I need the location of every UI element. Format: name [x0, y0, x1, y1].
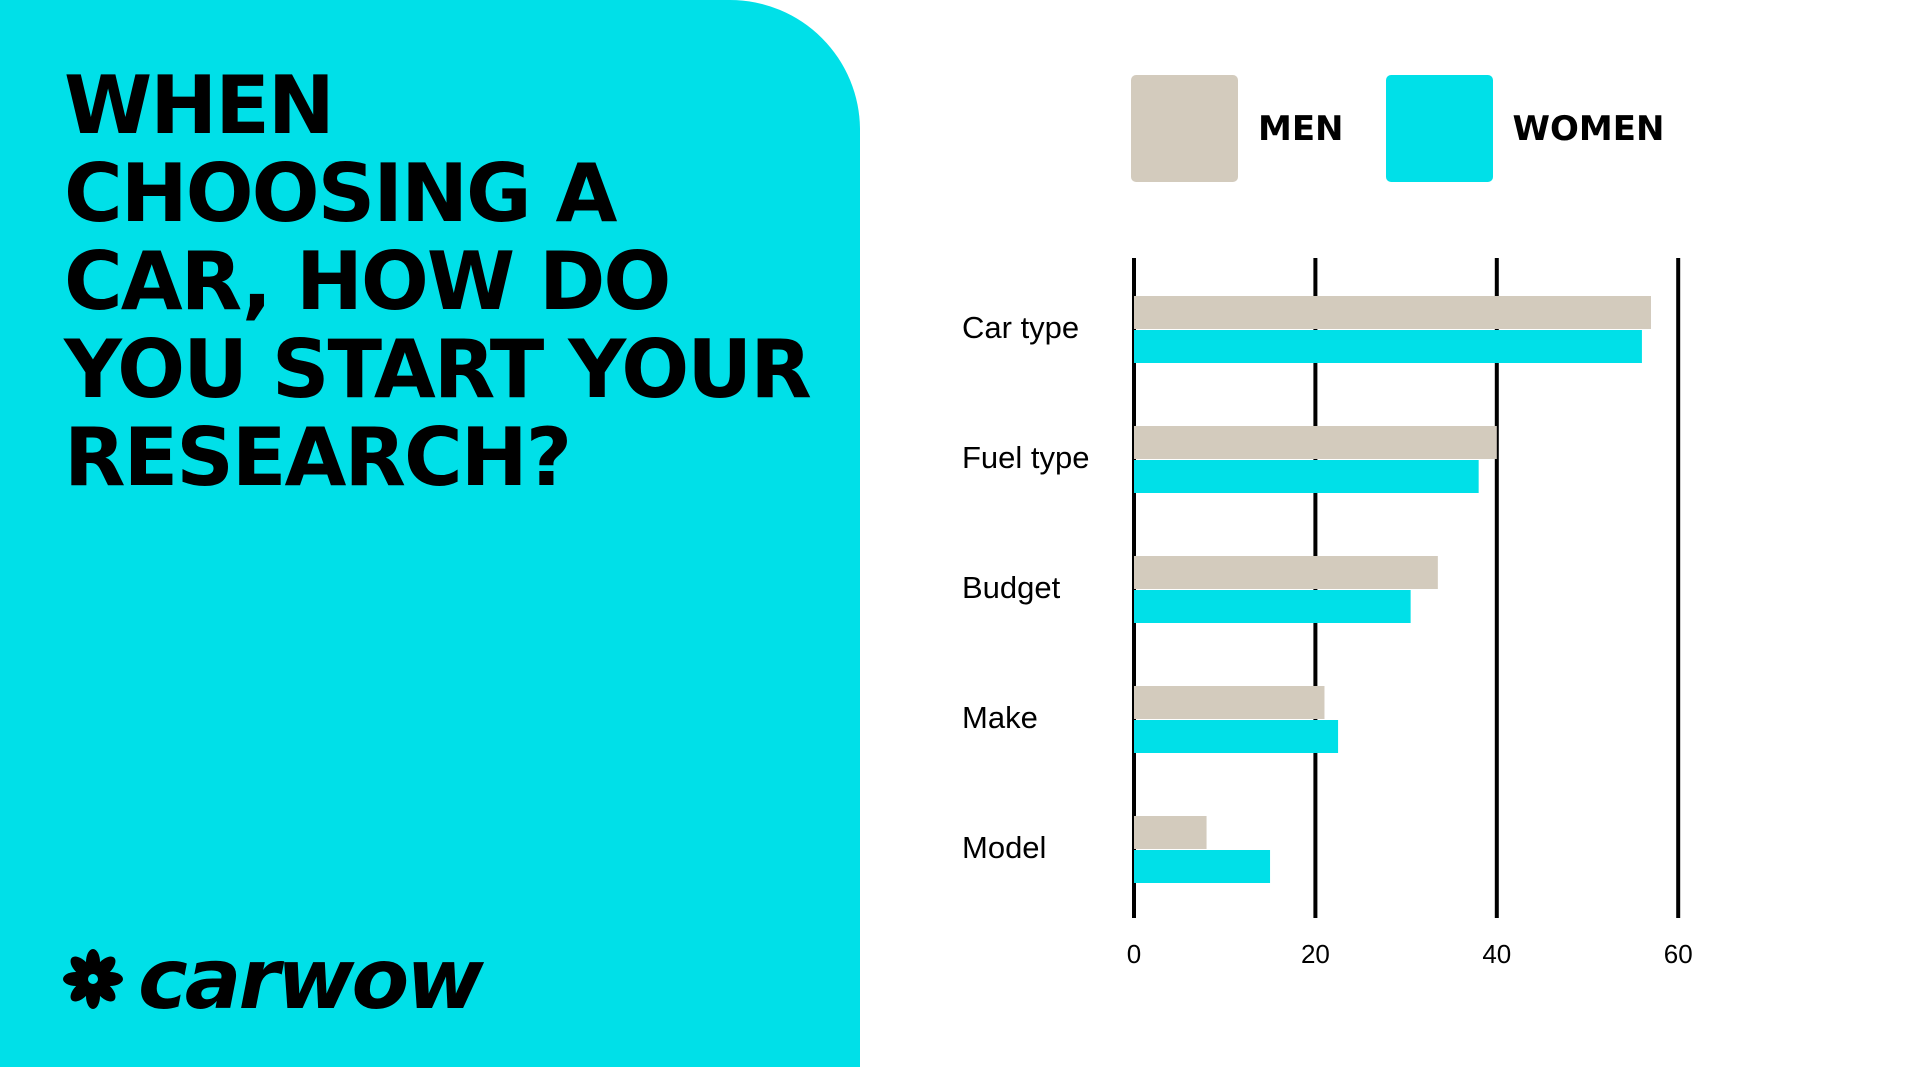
legend-item-women: WOMEN [1385, 75, 1665, 182]
bar-women [1134, 460, 1479, 493]
bar-men [1134, 426, 1497, 459]
legend-label-women: WOMEN [1512, 108, 1665, 149]
x-tick-label: 60 [1664, 939, 1693, 969]
legend-swatch-women [1385, 75, 1493, 182]
category-label: Model [962, 830, 1046, 865]
bar-men [1134, 556, 1438, 589]
category-label: Budget [962, 570, 1061, 605]
title-panel: WHEN CHOOSING A CAR, HOW DO YOU START YO… [0, 0, 860, 1067]
bar-men [1134, 296, 1651, 329]
bar-men [1134, 686, 1325, 719]
bar-women [1134, 850, 1271, 883]
bar-women [1134, 330, 1642, 363]
x-tick-label: 0 [1127, 939, 1141, 969]
brand-wordmark: carwow [138, 930, 484, 1028]
category-label: Car type [962, 310, 1079, 345]
bar-women [1134, 720, 1339, 753]
brand-logo: carwow [62, 930, 484, 1028]
category-label: Make [962, 700, 1038, 735]
category-label: Fuel type [962, 440, 1090, 475]
asterisk-flower-icon [63, 949, 123, 1009]
legend-swatch-men [1131, 75, 1238, 182]
headline: WHEN CHOOSING A CAR, HOW DO YOU START YO… [64, 59, 812, 504]
x-tick-label: 40 [1482, 939, 1511, 969]
bar-men [1134, 816, 1207, 849]
bar-women [1134, 590, 1411, 623]
x-tick-label: 20 [1301, 939, 1330, 969]
chart-legend: MEN WOMEN [1131, 75, 1706, 182]
legend-label-men: MEN [1258, 108, 1344, 149]
legend-item-men: MEN [1131, 75, 1344, 182]
